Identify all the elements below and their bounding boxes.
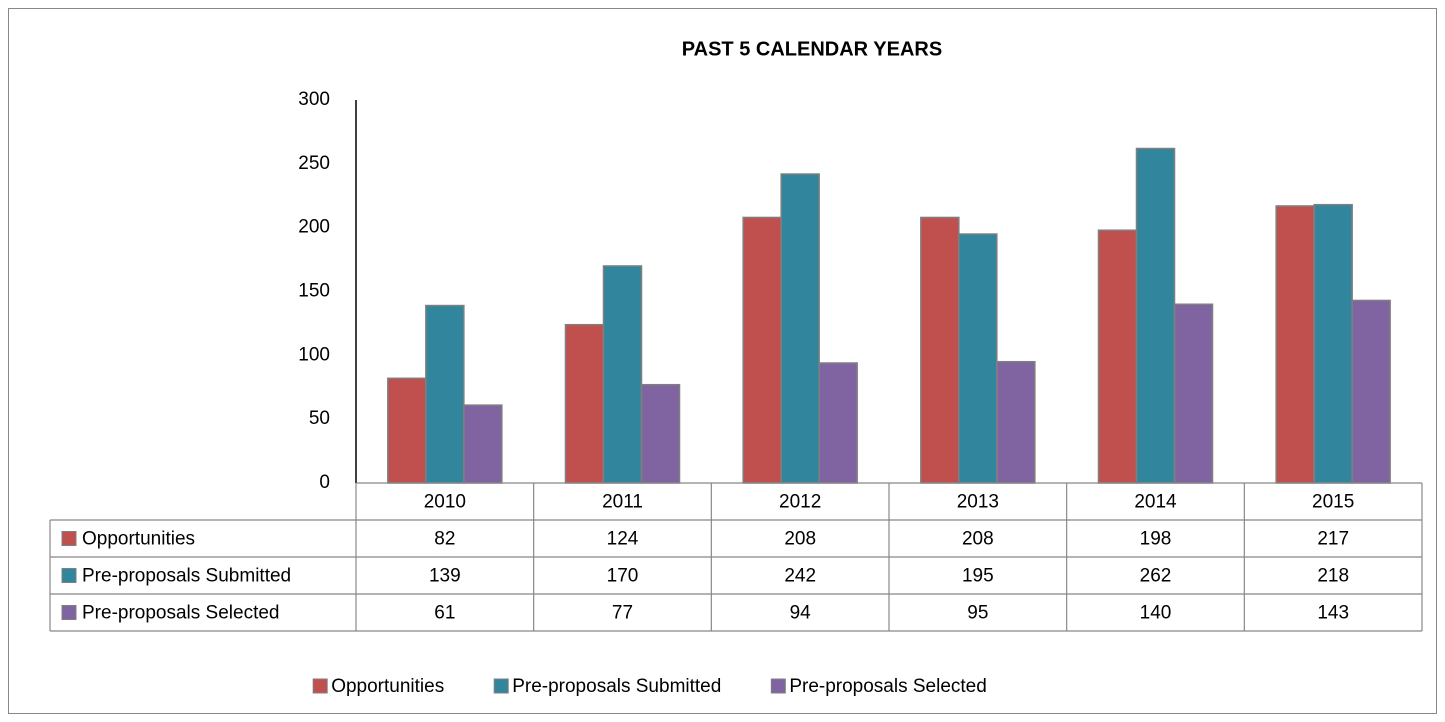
bar bbox=[1351, 299, 1391, 484]
y-tick-label: 100 bbox=[298, 344, 330, 365]
chart-title: PAST 5 CALENDAR YEARS bbox=[682, 38, 942, 60]
bar bbox=[463, 404, 503, 484]
y-tick-label: 50 bbox=[309, 408, 330, 429]
table-cell: 208 bbox=[962, 529, 994, 550]
table-row-label: Pre-proposals Submitted bbox=[82, 566, 291, 587]
x-tick-label: 2011 bbox=[602, 492, 643, 513]
bar bbox=[387, 377, 427, 484]
bar bbox=[1097, 229, 1138, 484]
table-cell: 217 bbox=[1317, 529, 1349, 550]
bar bbox=[1275, 205, 1315, 484]
table-cell: 61 bbox=[434, 603, 455, 624]
bar bbox=[742, 216, 782, 484]
y-tick-label: 250 bbox=[298, 153, 330, 174]
bar bbox=[425, 304, 465, 484]
bar bbox=[958, 233, 998, 484]
bar bbox=[1313, 203, 1353, 484]
x-tick-label: 2015 bbox=[1312, 492, 1354, 513]
table-cell: 82 bbox=[434, 529, 455, 550]
table-cell: 95 bbox=[967, 603, 988, 624]
x-tick-label: 2010 bbox=[424, 492, 466, 513]
x-tick-label: 2012 bbox=[779, 492, 821, 513]
bar bbox=[996, 360, 1036, 484]
bar bbox=[640, 383, 681, 484]
bar bbox=[818, 362, 858, 484]
table-cell: 195 bbox=[962, 566, 994, 587]
table-cell: 94 bbox=[790, 603, 812, 624]
legend-label: Pre-proposals Selected bbox=[789, 676, 987, 697]
table-row-label: Pre-proposals Selected bbox=[82, 603, 280, 624]
table-cell: 140 bbox=[1140, 603, 1172, 624]
legend-label: Pre-proposals Submitted bbox=[512, 676, 721, 697]
table-cell: 262 bbox=[1140, 566, 1172, 587]
bar bbox=[920, 216, 960, 484]
table-cell: 170 bbox=[607, 566, 639, 587]
legend-key bbox=[493, 678, 509, 694]
bar bbox=[1135, 147, 1176, 484]
table-legend-key bbox=[61, 531, 77, 546]
legend-key bbox=[312, 678, 328, 694]
bar bbox=[564, 323, 605, 484]
y-tick-label: 200 bbox=[298, 217, 330, 238]
table-legend-key bbox=[61, 568, 77, 583]
y-tick-label: 300 bbox=[298, 89, 330, 110]
table-cell: 77 bbox=[612, 603, 633, 624]
table-cell: 143 bbox=[1317, 603, 1349, 624]
legend-label: Opportunities bbox=[331, 676, 444, 697]
table-cell: 124 bbox=[607, 529, 639, 550]
y-tick-label: 0 bbox=[319, 472, 330, 493]
table-cell: 139 bbox=[429, 566, 461, 587]
table-cell: 208 bbox=[784, 529, 816, 550]
bar bbox=[602, 265, 643, 484]
table-row-label: Opportunities bbox=[82, 529, 195, 550]
y-tick-label: 150 bbox=[298, 281, 330, 302]
x-tick-label: 2014 bbox=[1134, 492, 1177, 513]
table-legend-key bbox=[61, 605, 77, 620]
table-cell: 242 bbox=[784, 566, 816, 587]
x-tick-label: 2013 bbox=[957, 492, 999, 513]
table-cell: 198 bbox=[1140, 529, 1172, 550]
legend-key bbox=[770, 678, 786, 694]
bar bbox=[1173, 303, 1214, 484]
table-cell: 218 bbox=[1317, 566, 1349, 587]
bar bbox=[780, 173, 820, 484]
